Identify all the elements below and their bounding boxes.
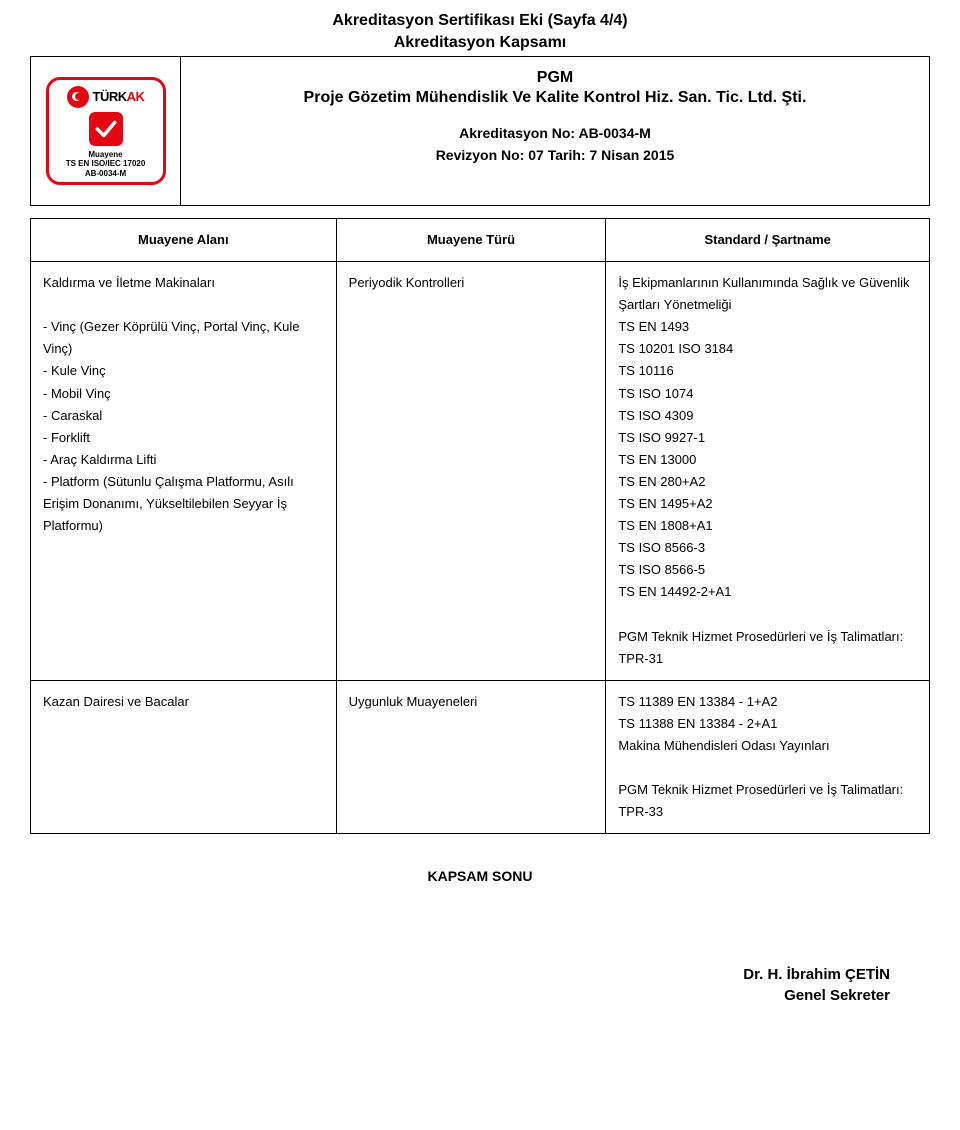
- accreditation-no: Akreditasyon No: AB-0034-M: [197, 125, 913, 141]
- org-full-name: Proje Gözetim Mühendislik Ve Kalite Kont…: [197, 89, 913, 107]
- kapsam-sonu: KAPSAM SONU: [30, 868, 930, 884]
- page-title: Akreditasyon Sertifikası Eki (Sayfa 4/4): [30, 12, 930, 30]
- th-area: Muayene Alanı: [31, 219, 337, 262]
- flag-icon: [67, 86, 89, 108]
- revision-info: Revizyon No: 07 Tarih: 7 Nisan 2015: [197, 147, 913, 163]
- cell-type: Uygunluk Muayeneleri: [336, 680, 606, 834]
- cell-standard: İş Ekipmanlarının Kullanımında Sağlık ve…: [606, 262, 930, 681]
- org-abbr: PGM: [197, 69, 913, 87]
- logo-line-muayene: Muayene: [53, 150, 159, 160]
- scope-title: Akreditasyon Kapsamı: [30, 34, 930, 52]
- cell-area: Kaldırma ve İletme Makinaları - Vinç (Ge…: [31, 262, 337, 681]
- th-standard: Standard / Şartname: [606, 219, 930, 262]
- logo-cell: TÜRKAK Muayene TS EN ISO/IEC 17020 AB-00…: [31, 57, 181, 205]
- turkak-logo: TÜRKAK Muayene TS EN ISO/IEC 17020 AB-00…: [46, 77, 166, 186]
- header-box: TÜRKAK Muayene TS EN ISO/IEC 17020 AB-00…: [30, 56, 930, 206]
- cell-standard: TS 11389 EN 13384 - 1+A2 TS 11388 EN 133…: [606, 680, 930, 834]
- signature-title: Genel Sekreter: [30, 985, 890, 1006]
- logo-line-standard: TS EN ISO/IEC 17020: [53, 159, 159, 169]
- cell-area: Kazan Dairesi ve Bacalar: [31, 680, 337, 834]
- scope-table: Muayene Alanı Muayene Türü Standard / Şa…: [30, 218, 930, 834]
- check-icon: [89, 112, 123, 146]
- table-row: Kazan Dairesi ve Bacalar Uygunluk Muayen…: [31, 680, 930, 834]
- signature-block: Dr. H. İbrahim ÇETİN Genel Sekreter: [30, 964, 930, 1006]
- th-type: Muayene Türü: [336, 219, 606, 262]
- logo-brand: TÜRKAK: [93, 89, 145, 104]
- logo-brand-turk: TÜRK: [93, 89, 127, 104]
- cell-type: Periyodik Kontrolleri: [336, 262, 606, 681]
- signature-name: Dr. H. İbrahim ÇETİN: [30, 964, 890, 985]
- logo-brand-ak: AK: [127, 89, 145, 104]
- table-row: Kaldırma ve İletme Makinaları - Vinç (Ge…: [31, 262, 930, 681]
- org-cell: PGM Proje Gözetim Mühendislik Ve Kalite …: [181, 57, 929, 205]
- logo-line-abno: AB-0034-M: [53, 169, 159, 179]
